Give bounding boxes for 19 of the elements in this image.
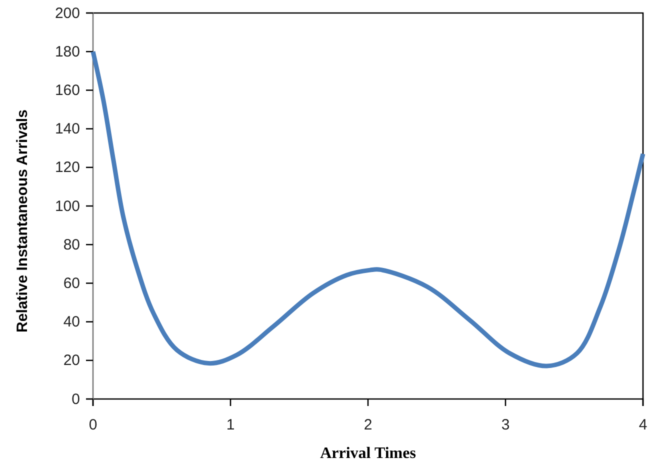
y-tick-label: 180 <box>54 43 80 60</box>
y-tick-label: 160 <box>54 82 80 99</box>
y-tick-label: 60 <box>63 275 80 292</box>
y-tick-label: 40 <box>63 314 80 331</box>
y-axis-title: Relative Instantaneous Arrivals <box>14 110 31 332</box>
y-tick-label: 0 <box>72 390 80 408</box>
x-tick-label: 0 <box>88 416 98 434</box>
x-tick-label: 3 <box>501 416 510 434</box>
x-tick-label: 1 <box>226 416 235 434</box>
x-tick-label: 2 <box>364 416 372 434</box>
line-series <box>90 49 646 368</box>
x-axis-title: Arrival Times <box>320 445 416 462</box>
x-tick-label: 4 <box>638 416 648 434</box>
y-tick-label: 100 <box>54 198 80 215</box>
y-tick-label: 20 <box>63 352 80 370</box>
y-tick-label: 140 <box>54 120 80 138</box>
y-tick-label: 200 <box>54 4 80 22</box>
y-tick-label: 120 <box>54 159 80 176</box>
y-tick-label: 80 <box>63 236 80 254</box>
